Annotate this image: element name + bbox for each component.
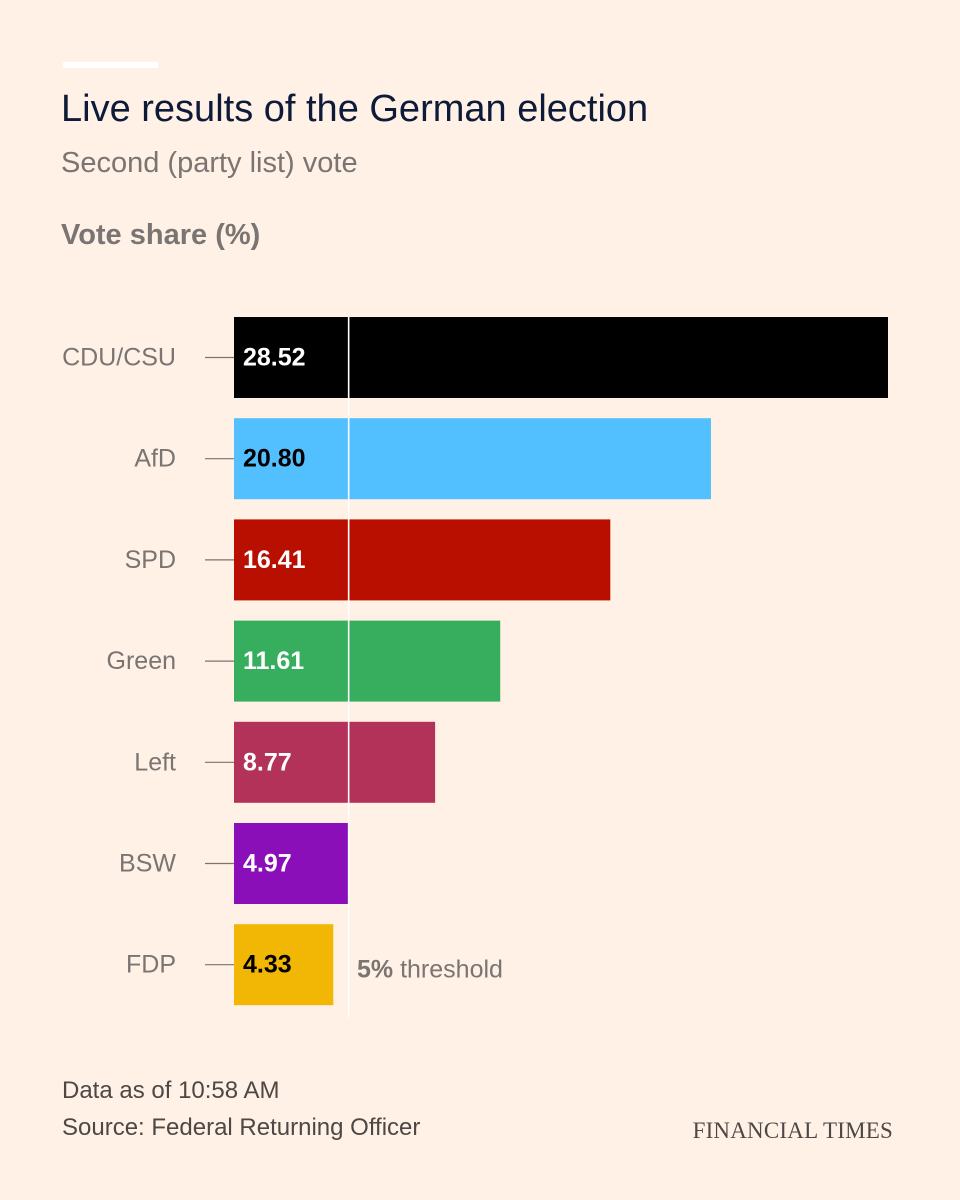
- axis-title: Vote share (%): [61, 219, 261, 251]
- category-label: Left: [134, 748, 176, 776]
- threshold-label: 5% threshold: [357, 956, 503, 984]
- category-label: FDP: [126, 951, 176, 979]
- category-label: Green: [107, 647, 176, 675]
- data-label: 11.61: [243, 647, 304, 675]
- top-accent-bar: [63, 62, 158, 68]
- data-label: 20.80: [243, 445, 306, 473]
- category-label: AfD: [134, 445, 176, 473]
- bar: [234, 317, 888, 398]
- data-source: Source: Federal Returning Officer: [62, 1114, 421, 1141]
- bar: [234, 519, 611, 601]
- chart-title: Live results of the German election: [61, 88, 649, 130]
- bar: [234, 418, 711, 500]
- data-label: 16.41: [243, 546, 306, 574]
- data-label: 28.52: [243, 344, 306, 372]
- data-label: 8.77: [243, 748, 292, 776]
- bar-chart: CDU/CSU 28.52 AfD 20.80 SPD 16.41 Green 11.61 Le…: [62, 317, 888, 1018]
- chart-subtitle: Second (party list) vote: [61, 147, 358, 179]
- bar: [234, 823, 348, 904]
- bar: [234, 924, 334, 1006]
- category-label: BSW: [119, 850, 176, 878]
- category-label: SPD: [125, 546, 176, 574]
- data-label: 4.97: [243, 850, 292, 878]
- data-label: 4.33: [243, 951, 292, 979]
- category-label: CDU/CSU: [62, 344, 176, 372]
- data-timestamp: Data as of 10:58 AM: [62, 1077, 280, 1104]
- bar: [234, 721, 436, 803]
- bar: [234, 620, 501, 702]
- publisher-logo: FINANCIAL TIMES: [692, 1118, 893, 1143]
